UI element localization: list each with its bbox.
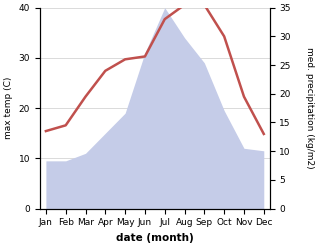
X-axis label: date (month): date (month): [116, 233, 194, 243]
Y-axis label: max temp (C): max temp (C): [4, 77, 13, 139]
Y-axis label: med. precipitation (kg/m2): med. precipitation (kg/m2): [305, 47, 314, 169]
